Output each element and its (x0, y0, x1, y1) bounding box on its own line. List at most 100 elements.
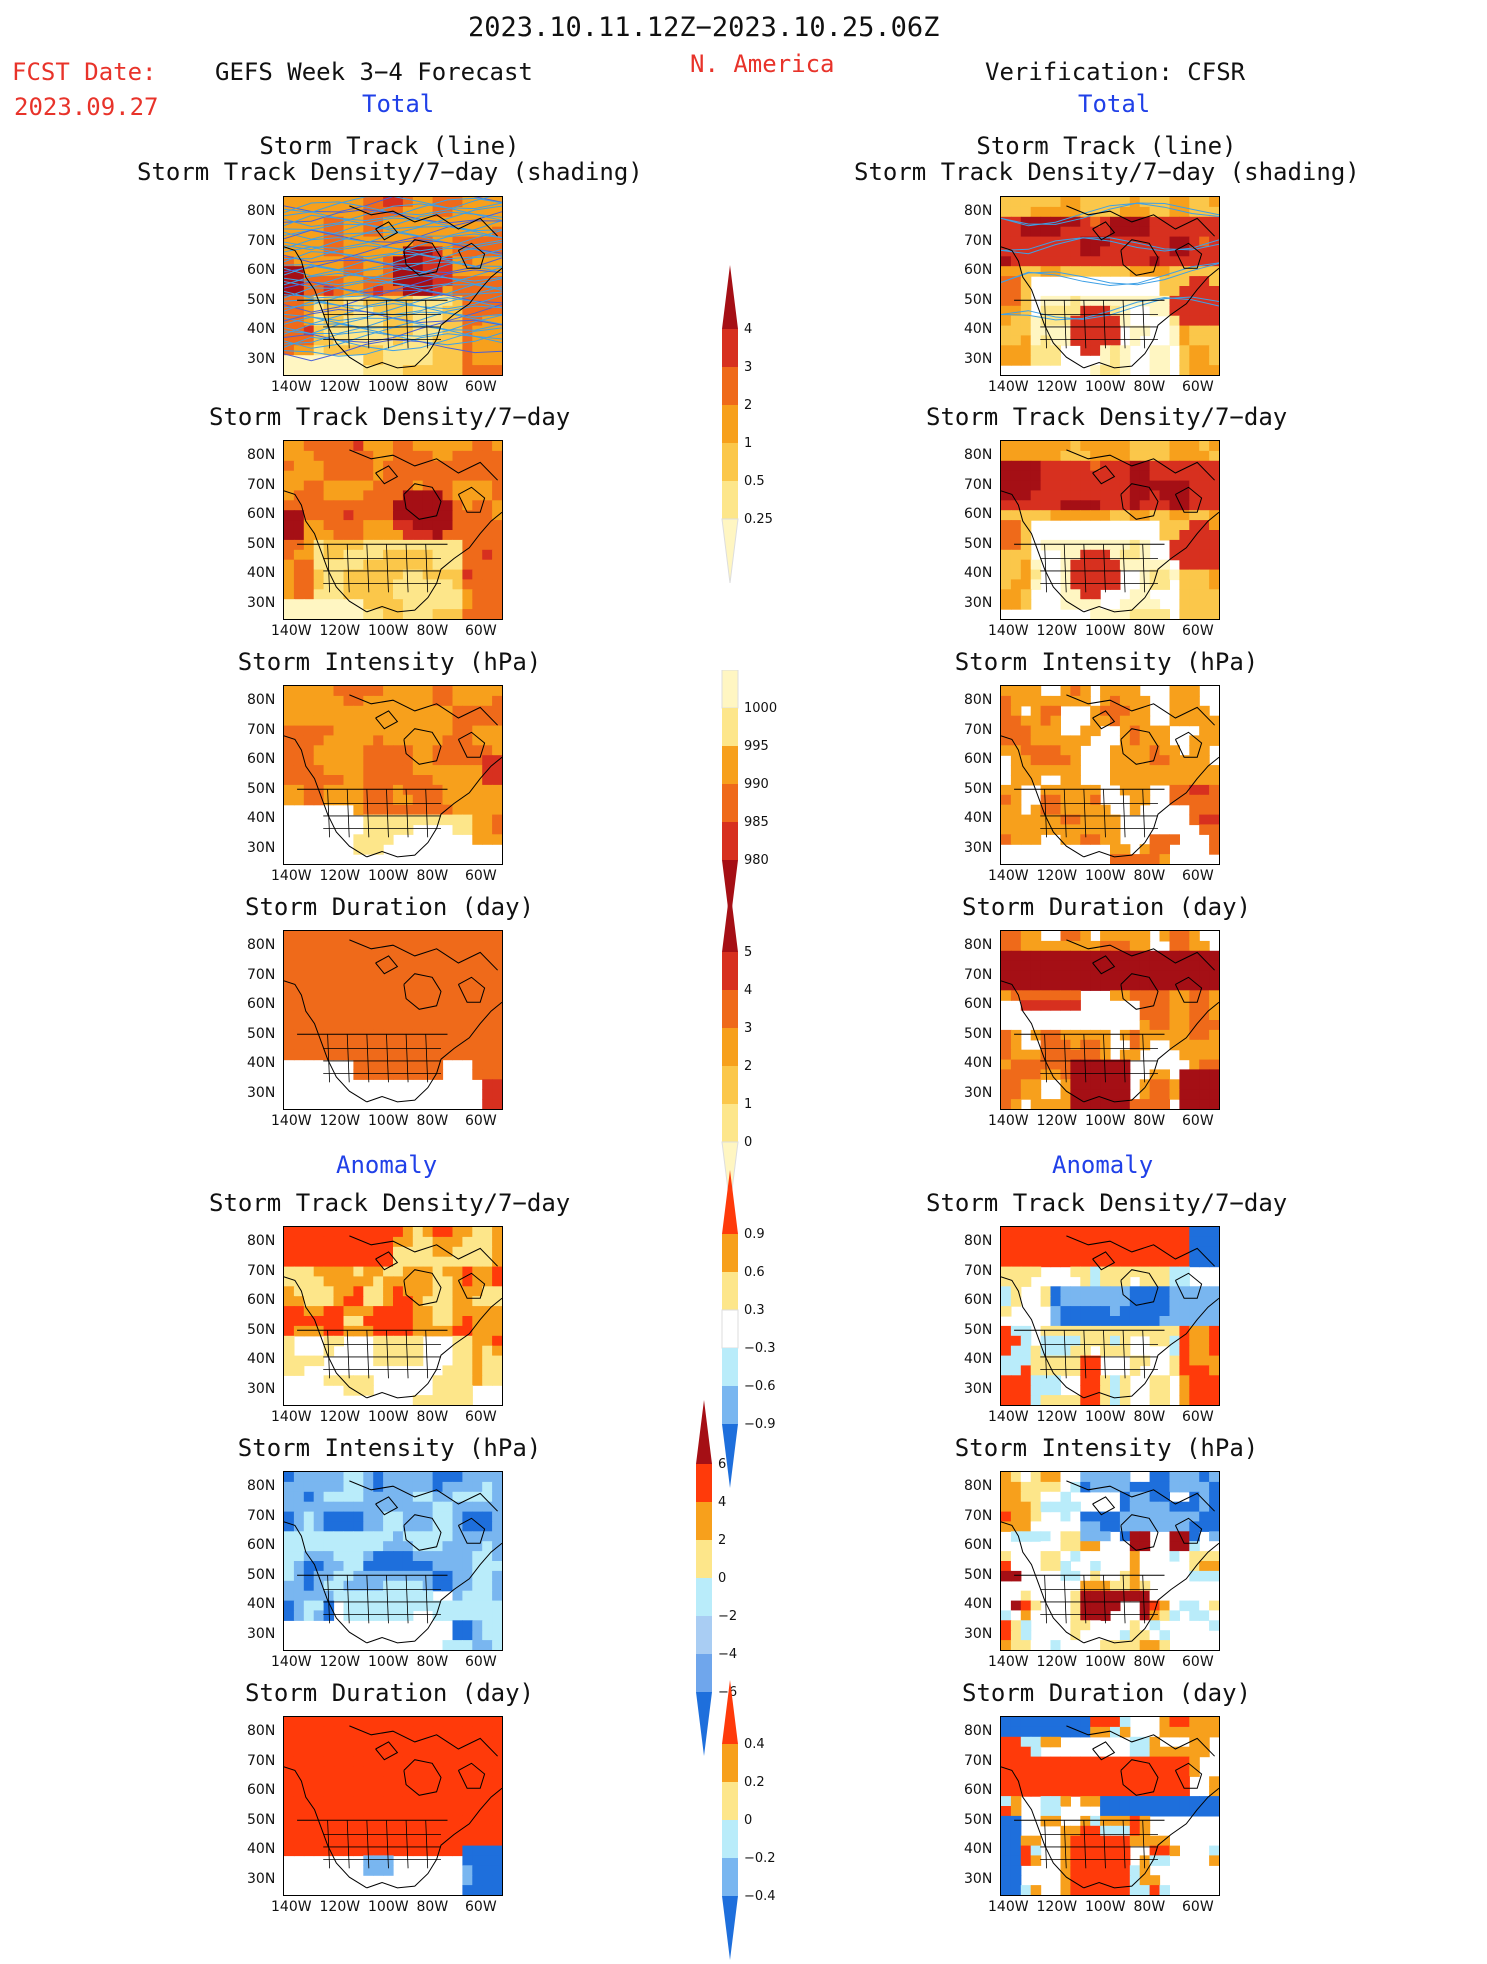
grid-cell (1090, 1030, 1101, 1041)
grid-cell (1110, 961, 1121, 972)
grid-cell (1110, 1375, 1121, 1386)
grid-cell (1051, 745, 1062, 756)
grid-cell (423, 990, 434, 1001)
grid-cell (443, 1836, 454, 1847)
grid-cell (1179, 490, 1190, 501)
grid-cell (1140, 1806, 1151, 1817)
grid-cell (1120, 1227, 1131, 1238)
grid-cell (462, 1855, 473, 1866)
lat-tick-label: 60N (247, 1537, 275, 1553)
grid-cell (453, 775, 464, 786)
lat-tick-label: 50N (247, 781, 275, 797)
grid-cell (453, 1531, 464, 1542)
grid-cell (393, 1551, 404, 1562)
grid-cell (373, 1326, 384, 1337)
grid-cell (1031, 726, 1042, 737)
grid-cell (1100, 1296, 1111, 1307)
grid-cell (1021, 335, 1032, 346)
grid-cell (344, 461, 355, 472)
grid-cell (344, 961, 355, 972)
grid-cell (1189, 1492, 1200, 1503)
lon-tick-label: 60W (1182, 868, 1214, 884)
grid-cell (1140, 716, 1151, 727)
grid-cell (363, 980, 374, 991)
grid-cell (1021, 550, 1032, 561)
grid-cell (1090, 1610, 1101, 1621)
grid-cell (1160, 765, 1171, 776)
lon-tick-label: 120W (320, 623, 361, 639)
grid-cell (363, 461, 374, 472)
grid-cell (1011, 326, 1022, 337)
grid-cell (1140, 755, 1151, 766)
grid-cell (413, 775, 424, 786)
grid-cell (1031, 1836, 1042, 1847)
grid-cell (1179, 1237, 1190, 1248)
grid-cell (334, 1296, 345, 1307)
grid-cell (284, 1010, 295, 1021)
grid-cell (284, 530, 295, 541)
grid-cell (1110, 1512, 1121, 1523)
grid-cell (1130, 207, 1141, 218)
grid-cell (492, 1846, 502, 1857)
grid-cell (294, 609, 305, 619)
grid-cell (393, 1472, 404, 1483)
grid-cell (482, 805, 493, 816)
grid-cell (1110, 1571, 1121, 1582)
grid-cell (423, 735, 434, 746)
grid-cell (1001, 716, 1012, 727)
state-border (1045, 1575, 1047, 1623)
grid-cell (482, 795, 493, 806)
grid-cell (373, 1227, 384, 1238)
grid-cell (433, 520, 444, 531)
grid-cell (462, 1247, 473, 1258)
grid-cell (353, 1316, 364, 1327)
grid-cell (383, 1806, 394, 1817)
grid-cell (294, 971, 305, 982)
grid-cell (324, 471, 335, 482)
grid-cell (1070, 500, 1081, 511)
lat-tick-label: 50N (247, 1026, 275, 1042)
grid-cell (324, 520, 335, 531)
grid-cell (1160, 1375, 1171, 1386)
grid-cell (1160, 1267, 1171, 1278)
grid-cell (462, 355, 473, 366)
grid-cell (1070, 1365, 1081, 1376)
grid-cell (1179, 1502, 1190, 1513)
grid-cell (413, 1571, 424, 1582)
grid-cell (1199, 365, 1210, 375)
grid-cell (403, 1472, 414, 1483)
grid-cell (1011, 1365, 1022, 1376)
grid-cell (1120, 1796, 1131, 1807)
grid-cell (334, 560, 345, 571)
grid-cell (1170, 237, 1181, 248)
grid-cell (1051, 471, 1062, 482)
grid-cell (1061, 1727, 1072, 1738)
grid-cell (1120, 1571, 1131, 1582)
grid-cell (433, 1796, 444, 1807)
grid-cell (1011, 451, 1022, 462)
grid-cell (423, 941, 434, 952)
grid-cell (304, 931, 315, 942)
grid-cell (413, 1050, 424, 1061)
grid-cell (443, 716, 454, 727)
grid-cell (1001, 980, 1012, 991)
grid-cell (1051, 256, 1062, 267)
grid-cell (304, 686, 315, 697)
grid-cell (482, 1296, 493, 1307)
grid-cell (472, 961, 483, 972)
grid-cell (334, 510, 345, 521)
grid-cell (383, 1836, 394, 1847)
grid-cell (1140, 540, 1151, 551)
grid-cell (383, 599, 394, 610)
grid-cell (1130, 931, 1141, 942)
grid-cell (1120, 1531, 1131, 1542)
grid-cell (1001, 1885, 1012, 1895)
grid-cell (413, 990, 424, 1001)
grid-cell (1140, 961, 1151, 972)
grid-cell (482, 1089, 493, 1100)
grid-cell (1160, 227, 1171, 238)
aint-map-verification (1000, 1471, 1220, 1651)
grid-cell (324, 1521, 335, 1532)
grid-cell (1100, 1385, 1111, 1396)
grid-cell (1140, 1591, 1151, 1602)
